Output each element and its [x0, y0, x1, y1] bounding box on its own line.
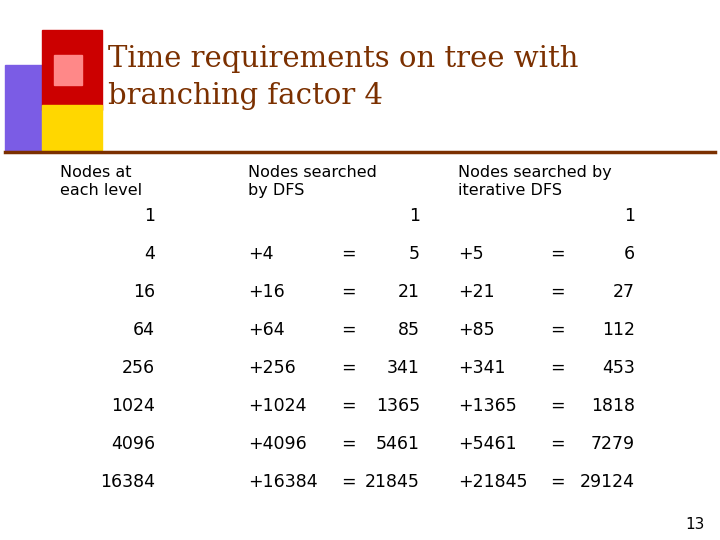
- Text: =: =: [341, 435, 355, 453]
- Text: =: =: [549, 283, 564, 301]
- Text: =: =: [341, 397, 355, 415]
- Text: 4: 4: [144, 245, 155, 263]
- Text: 7279: 7279: [591, 435, 635, 453]
- Bar: [42, 105, 102, 150]
- Text: 5: 5: [409, 245, 420, 263]
- Text: =: =: [341, 283, 355, 301]
- Text: 6: 6: [624, 245, 635, 263]
- Text: +21845: +21845: [458, 473, 528, 491]
- Text: 64: 64: [133, 321, 155, 339]
- Text: +16: +16: [248, 283, 284, 301]
- Text: 21845: 21845: [365, 473, 420, 491]
- Text: 16: 16: [133, 283, 155, 301]
- Text: +64: +64: [248, 321, 284, 339]
- Text: by DFS: by DFS: [248, 183, 305, 198]
- Text: +1024: +1024: [248, 397, 307, 415]
- Text: +4096: +4096: [248, 435, 307, 453]
- Text: 5461: 5461: [376, 435, 420, 453]
- Text: 13: 13: [685, 517, 705, 532]
- Text: +5461: +5461: [458, 435, 517, 453]
- Text: 27: 27: [613, 283, 635, 301]
- Text: +21: +21: [458, 283, 495, 301]
- Text: +5: +5: [458, 245, 484, 263]
- Text: branching factor 4: branching factor 4: [108, 82, 383, 110]
- Text: +341: +341: [458, 359, 505, 377]
- Text: =: =: [549, 435, 564, 453]
- Text: =: =: [341, 473, 355, 491]
- Text: Nodes searched by: Nodes searched by: [458, 165, 612, 180]
- Text: 256: 256: [122, 359, 155, 377]
- Bar: [54, 55, 82, 85]
- Text: Nodes at: Nodes at: [60, 165, 132, 180]
- Text: 4096: 4096: [111, 435, 155, 453]
- Text: each level: each level: [60, 183, 142, 198]
- Text: =: =: [549, 473, 564, 491]
- Text: =: =: [341, 321, 355, 339]
- Bar: [42, 30, 102, 110]
- Text: 1024: 1024: [111, 397, 155, 415]
- Text: Nodes searched: Nodes searched: [248, 165, 377, 180]
- Text: +4: +4: [248, 245, 274, 263]
- Bar: [5, 65, 75, 150]
- Text: Time requirements on tree with: Time requirements on tree with: [108, 45, 578, 73]
- Text: 1: 1: [624, 207, 635, 225]
- Text: =: =: [341, 359, 355, 377]
- Text: 1818: 1818: [591, 397, 635, 415]
- Text: 21: 21: [398, 283, 420, 301]
- Text: +16384: +16384: [248, 473, 318, 491]
- Text: 1365: 1365: [376, 397, 420, 415]
- Text: +1365: +1365: [458, 397, 517, 415]
- Text: 1: 1: [409, 207, 420, 225]
- Text: =: =: [341, 245, 355, 263]
- Text: iterative DFS: iterative DFS: [458, 183, 562, 198]
- Text: 29124: 29124: [580, 473, 635, 491]
- Text: 16384: 16384: [100, 473, 155, 491]
- Text: 453: 453: [602, 359, 635, 377]
- Text: 341: 341: [387, 359, 420, 377]
- Text: =: =: [549, 359, 564, 377]
- Text: 1: 1: [144, 207, 155, 225]
- Text: =: =: [549, 397, 564, 415]
- Text: =: =: [549, 245, 564, 263]
- Text: 112: 112: [602, 321, 635, 339]
- Text: +85: +85: [458, 321, 495, 339]
- Text: +256: +256: [248, 359, 296, 377]
- Text: 85: 85: [398, 321, 420, 339]
- Text: =: =: [549, 321, 564, 339]
